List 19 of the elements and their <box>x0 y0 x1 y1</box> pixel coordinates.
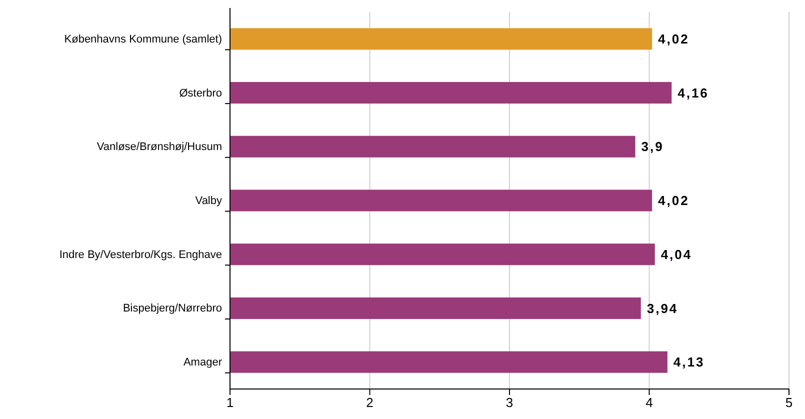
y-tick-label: Bispebjerg/Nørrebro <box>122 302 222 315</box>
y-tick-label: Københavns Kommune (samlet) <box>64 33 222 46</box>
y-tick-label: Østerbro <box>179 87 222 100</box>
y-tick-label: Indre By/Vesterbro/Kgs. Enghave <box>59 248 222 261</box>
x-tick-label: 3 <box>506 395 514 410</box>
data-label: 3,94 <box>646 300 678 316</box>
data-label: 4,02 <box>658 31 690 46</box>
data-label: 4,16 <box>678 85 709 100</box>
data-label: 4,13 <box>673 354 705 370</box>
y-tick-label: Valby <box>195 195 222 208</box>
x-tick-label: 2 <box>366 395 374 410</box>
x-tick-label: 5 <box>785 395 793 410</box>
y-tick-label: Vanløse/Brønshøj/Husum <box>96 141 222 154</box>
data-label: 4,04 <box>660 246 692 262</box>
x-tick-label: 1 <box>226 395 234 410</box>
data-label: 4,02 <box>658 193 690 208</box>
data-label: 3,9 <box>641 139 664 154</box>
y-tick-label: Amager <box>183 356 222 369</box>
x-tick-label: 4 <box>646 395 653 410</box>
